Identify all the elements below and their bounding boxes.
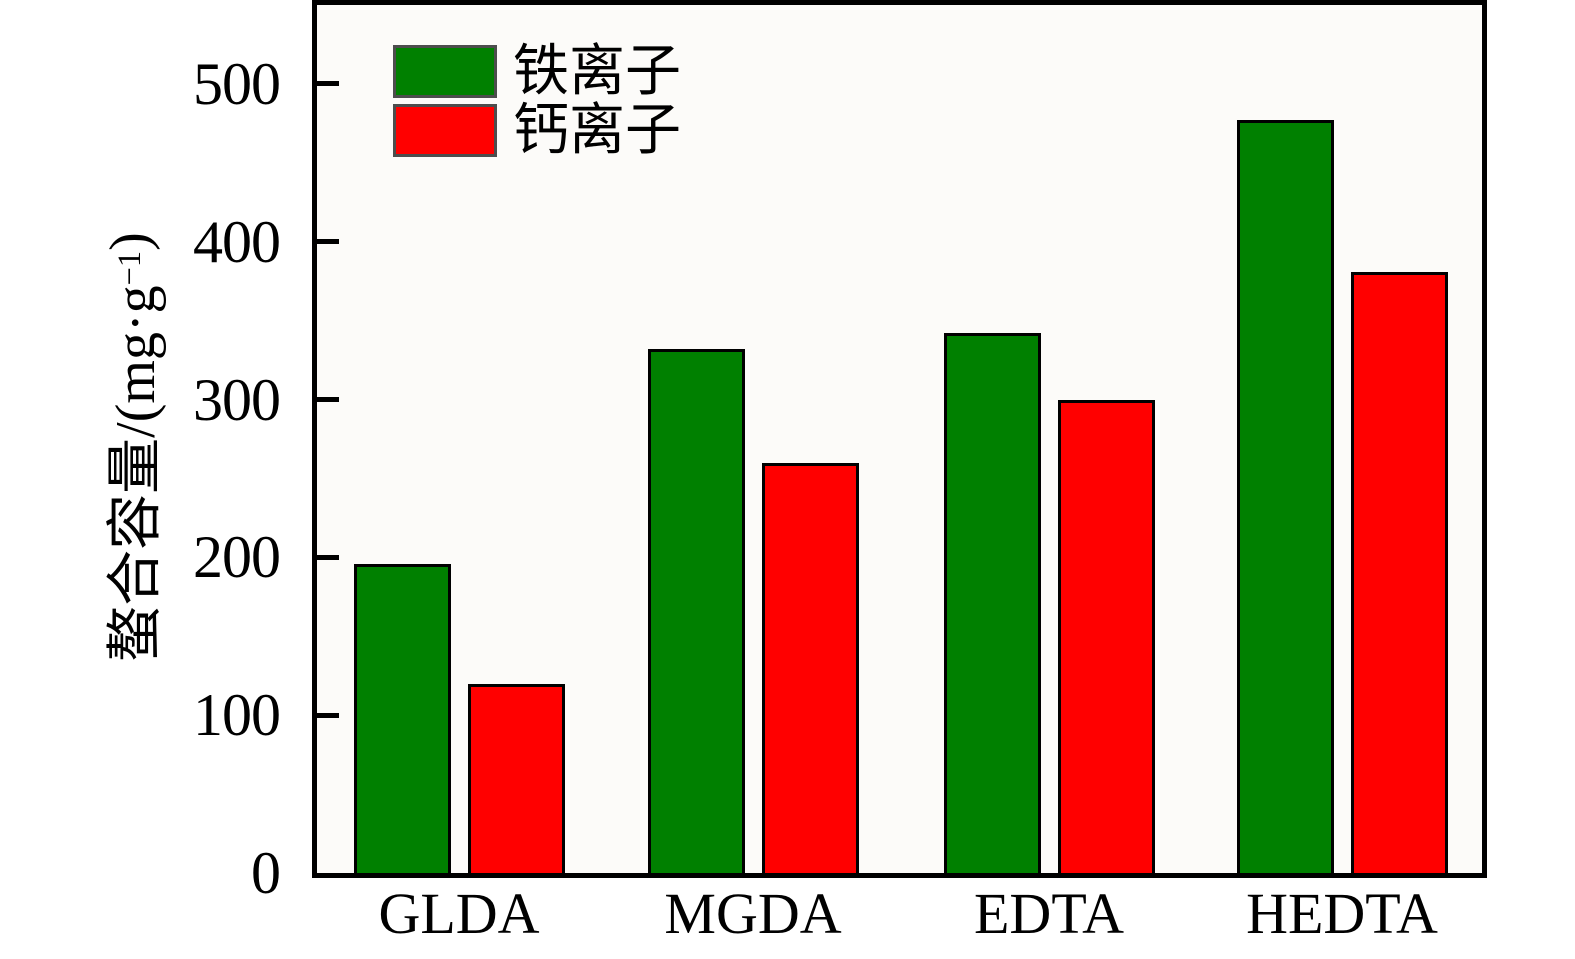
x-tick-label-mgda: MGDA xyxy=(664,881,842,946)
x-tick-label-edta: EDTA xyxy=(974,881,1124,946)
y-tick-300 xyxy=(317,397,339,403)
y-tick-label-100: 100 xyxy=(193,682,281,749)
bar-calcium-mgda xyxy=(761,463,859,873)
bar-iron-glda xyxy=(353,564,451,873)
legend-row-calcium: 钙离子 xyxy=(393,99,681,162)
y-tick-label-400: 400 xyxy=(193,208,281,275)
y-tick-label-500: 500 xyxy=(193,50,281,117)
x-tick-label-hedta: HEDTA xyxy=(1246,881,1438,946)
bar-iron-hedta xyxy=(1236,120,1334,873)
legend: 铁离子 钙离子 xyxy=(393,40,681,163)
y-axis-label-text: 螯合容量/(mg·g xyxy=(104,285,167,662)
legend-row-iron: 铁离子 xyxy=(393,40,681,103)
y-tick-label-300: 300 xyxy=(193,366,281,433)
bar-calcium-edta xyxy=(1057,400,1155,873)
legend-swatch-iron xyxy=(393,45,497,98)
plot-area: 铁离子 钙离子 xyxy=(312,0,1487,878)
legend-label-calcium: 钙离子 xyxy=(513,99,681,162)
bar-calcium-glda xyxy=(467,684,565,873)
bar-iron-mgda xyxy=(647,349,745,873)
x-tick-label-glda: GLDA xyxy=(378,881,540,946)
y-tick-100 xyxy=(317,712,339,718)
bar-calcium-hedta xyxy=(1350,272,1448,873)
y-tick-label-200: 200 xyxy=(193,524,281,591)
legend-label-iron: 铁离子 xyxy=(513,40,681,103)
y-tick-200 xyxy=(317,554,339,560)
legend-swatch-calcium xyxy=(393,104,497,157)
y-tick-label-0: 0 xyxy=(251,840,281,906)
bar-iron-edta xyxy=(943,333,1041,873)
y-tick-400 xyxy=(317,239,339,245)
y-tick-500 xyxy=(317,81,339,87)
